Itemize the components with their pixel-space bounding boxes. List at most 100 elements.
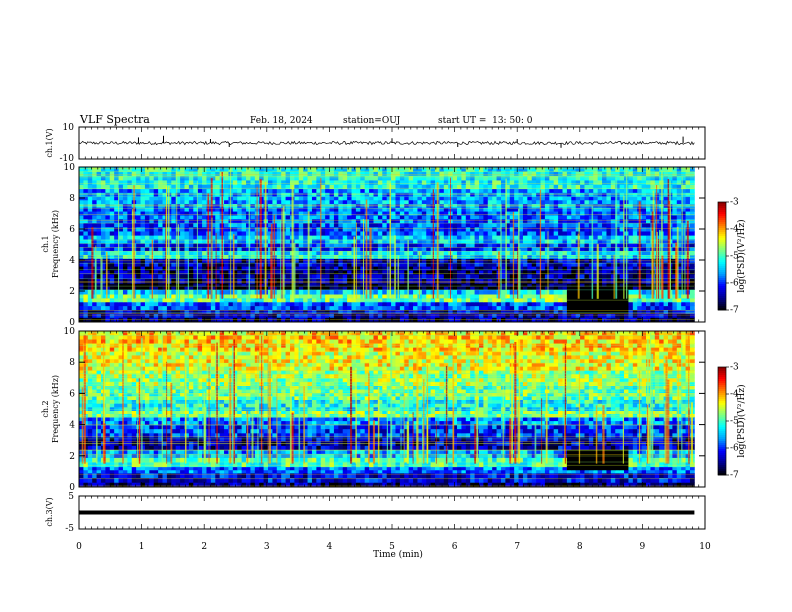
spectrogram-cell — [404, 199, 410, 204]
spectrogram-cell — [303, 283, 308, 287]
spectrogram-cell — [347, 294, 352, 299]
spectrogram-cell — [232, 278, 238, 284]
spectrogram-cell — [118, 211, 124, 216]
spectrogram-cell — [452, 309, 458, 314]
spectrogram-cell — [294, 305, 300, 311]
spectrogram-cell — [522, 294, 528, 299]
spectrogram-cell — [232, 305, 238, 311]
spectrogram-cell — [606, 203, 612, 208]
spectrogram-cell — [496, 184, 502, 190]
spectrogram-cell — [325, 203, 330, 208]
spectrogram-cell — [540, 254, 546, 259]
spectrogram-cell — [83, 317, 89, 323]
spectrogram-cell — [158, 184, 163, 190]
spectrogram-cell — [351, 199, 357, 204]
spectrogram-cell — [100, 309, 106, 314]
spectrogram-cell — [232, 196, 238, 201]
spectrogram-cell — [316, 196, 322, 201]
spectrogram-cell — [303, 196, 308, 201]
spectrogram-cell — [311, 235, 317, 240]
spectrogram-cell — [237, 231, 243, 236]
spectrogram-cell — [96, 254, 102, 259]
spectrogram-cell — [615, 207, 621, 212]
spectrogram-cell — [364, 313, 370, 318]
spectrogram-cell — [426, 235, 432, 240]
spectrogram-cell — [307, 207, 313, 212]
spectrogram-cell — [210, 222, 216, 228]
spectrogram-cell — [580, 231, 585, 236]
spectrogram-cell — [404, 203, 410, 208]
spectrogram-cell — [79, 239, 84, 244]
spectrogram-cell — [162, 215, 168, 220]
spectrogram-cell — [408, 226, 414, 232]
spectrogram-cell — [443, 309, 449, 314]
spectrogram-cell — [184, 250, 190, 255]
spectrogram-cell — [593, 211, 599, 216]
spectrogram-cell — [395, 250, 401, 255]
spectrogram-cell — [540, 305, 546, 311]
spectrogram-cell — [413, 289, 418, 295]
spectrogram-cell — [426, 283, 432, 287]
spectrogram-cell — [347, 239, 352, 244]
spectrogram-cell — [316, 192, 322, 197]
spectrogram-cell — [619, 226, 625, 232]
spectrogram-cell — [575, 301, 581, 307]
spectrogram-cell — [197, 270, 203, 275]
spectrogram-cell — [171, 266, 177, 271]
spectrogram-cell — [588, 239, 594, 244]
spectrogram-cell — [505, 222, 511, 228]
spectrogram-cell — [232, 180, 238, 185]
spectrogram-cell — [395, 180, 401, 185]
spectrogram-cell — [408, 273, 414, 279]
spectrogram-cell — [571, 192, 577, 197]
spectrogram-cell — [478, 250, 484, 255]
spectrogram-cell — [224, 218, 229, 224]
spectrogram-cell — [193, 294, 199, 299]
spectrogram-cell — [566, 278, 572, 284]
spectrogram-cell — [298, 231, 304, 236]
spectrogram-cell — [307, 199, 313, 204]
spectrogram-cell — [663, 286, 669, 290]
spectrogram-cell — [518, 286, 524, 290]
spectrogram-cell — [224, 215, 229, 220]
spectrogram-cell — [461, 196, 467, 201]
spectrogram-cell — [197, 218, 203, 224]
spectrogram-cell — [215, 199, 221, 204]
spectrogram-cell — [188, 294, 194, 299]
spectrogram-cell — [421, 192, 427, 197]
spectrogram-cell — [373, 235, 379, 240]
spectrogram-cell — [219, 305, 225, 311]
spectrogram-cell — [478, 192, 484, 197]
spectrogram-cell — [492, 266, 497, 271]
spectrogram-cell — [571, 283, 577, 287]
spectrogram-cell — [417, 203, 423, 208]
spectrogram-cell — [109, 242, 115, 248]
spectrogram-cell — [276, 313, 282, 318]
spectrogram-cell — [483, 283, 489, 287]
spectrogram-cell — [118, 254, 124, 259]
spectrogram-cell — [544, 196, 550, 201]
spectrogram-cell — [105, 196, 111, 201]
spectrogram-cell — [325, 250, 330, 255]
spectrogram-cell — [619, 317, 625, 323]
spectrogram-cell — [566, 283, 572, 287]
spectrogram-cell — [224, 289, 229, 295]
spectrogram-cell — [268, 199, 273, 204]
spectrogram-cell — [342, 180, 348, 185]
spectrogram-cell — [536, 266, 541, 271]
spectrogram-cell — [210, 313, 216, 318]
spectrogram-cell — [197, 309, 203, 314]
spectrogram-cell — [298, 192, 304, 197]
spectrogram-cell — [553, 239, 559, 244]
spectrogram-cell — [522, 203, 528, 208]
spectrogram-cell — [105, 211, 111, 216]
spectrogram-cell — [505, 262, 511, 267]
spectrogram-cell — [527, 294, 533, 299]
spectrogram-cell — [149, 313, 155, 318]
spectrogram-cell — [593, 254, 599, 259]
spectrogram-cell — [298, 207, 304, 212]
spectrogram-cell — [496, 196, 502, 201]
spectrogram-cell — [355, 305, 361, 311]
spectrogram-cell — [505, 250, 511, 255]
spectrogram-cell — [505, 313, 511, 318]
